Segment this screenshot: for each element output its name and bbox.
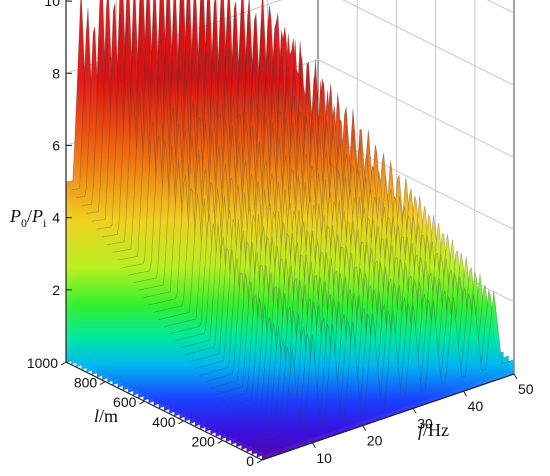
x-tick (513, 373, 518, 380)
x-tick (362, 425, 367, 431)
y-tick (139, 400, 145, 405)
y-axis-label: l/m (94, 406, 118, 426)
x-tick-label: 30 (417, 415, 433, 431)
surface (65, 0, 515, 460)
surface-mesh-line (261, 290, 515, 446)
y-tick-label: 0 (246, 453, 254, 469)
y-tick-label: 200 (191, 433, 215, 449)
y-tick-label: 600 (113, 394, 137, 410)
y-tick (99, 381, 106, 386)
x-tick (311, 442, 316, 449)
axes: 2 4 6 8 10 0 200 400 600 800 1000 10 20 30 40 50 (27, 0, 534, 469)
x-tick (463, 390, 468, 397)
x-tick (412, 408, 417, 414)
z-axis-label: P0/Pi (9, 206, 47, 230)
surface-slice (262, 290, 514, 460)
z-tick-label: 6 (52, 137, 60, 153)
z-tick-label: 2 (52, 282, 60, 298)
z-tick-label: 4 (52, 210, 60, 226)
surface-slice (251, 284, 504, 455)
x-axis-label: f/Hz (418, 420, 449, 440)
y-axis-line (65, 361, 263, 461)
x-tick-label: 40 (468, 398, 484, 414)
x-axis-line (261, 373, 515, 461)
z-tick-label: 10 (44, 0, 60, 9)
x-tick-label: 20 (367, 433, 383, 449)
y-tick-label: 800 (74, 375, 98, 391)
surface-mesh-line (107, 56, 360, 246)
y-tick (256, 459, 263, 464)
y-tick (60, 361, 67, 366)
y-tick-label: 400 (152, 414, 176, 430)
surface-mesh-line (96, 29, 349, 230)
z-tick-label: 8 (52, 65, 60, 81)
x-tick-label: 10 (316, 450, 332, 466)
y-tick-label: 1000 (27, 355, 58, 371)
x-tick-label: 50 (518, 381, 534, 397)
y-tick (217, 439, 224, 444)
y-tick (178, 420, 184, 425)
surface-slice (256, 290, 509, 458)
